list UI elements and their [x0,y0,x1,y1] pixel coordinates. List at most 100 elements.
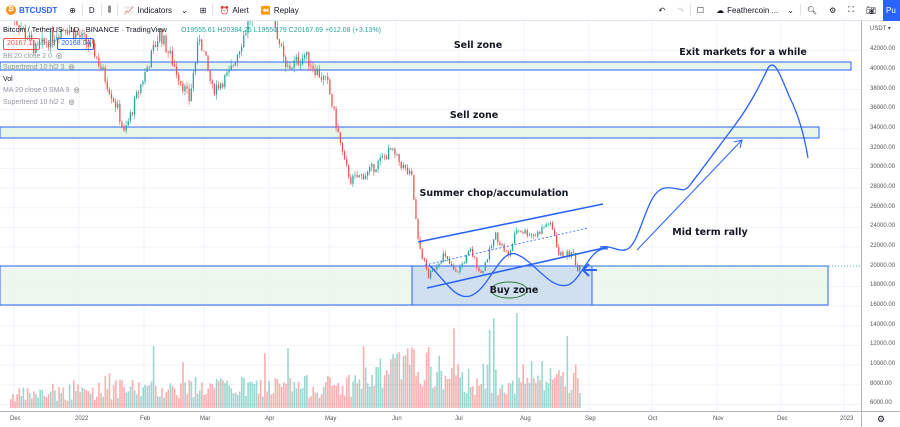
bid-price[interactable]: 20167.11 [3,37,40,50]
volume-bar [350,396,352,408]
volume-bar [264,353,266,408]
chart-type-button[interactable]: ⫼ [102,0,118,20]
fullscreen-button[interactable]: ⛶ [842,0,860,20]
indicator-supertrend-2[interactable]: Supertrend 10 hl2 2 ◎ [3,97,381,109]
sell-zone-label[interactable]: Sell zone [450,110,498,121]
gear-icon: ⚙ [876,414,886,424]
chop-wave-path[interactable] [428,248,609,298]
price-axis[interactable]: USDT ▾ 42000.00 40000.00 38000.00 36000.00 3… [861,21,900,411]
buy-zone-label[interactable]: Buy zone [490,285,539,296]
buy-zone-ellipse[interactable] [490,281,528,299]
mid-term-rally-label[interactable]: Mid term rally [672,227,748,238]
volume-bar [186,394,188,408]
time-axis[interactable]: Dec 2022 Feb Mar Apr May Jun Jul Aug Sep Oct Nov Dec… [0,411,861,427]
eye-hidden-icon[interactable]: ◎ [73,87,80,94]
volume-bar [478,385,480,408]
candle-body [77,32,79,36]
volume-bar [211,384,214,408]
volume-bar [33,391,35,408]
volume-bar [377,367,380,408]
time-tick-label: Oct [648,416,658,422]
channel-mid-line[interactable] [424,227,589,266]
volume-bar [570,389,573,408]
candle-body [486,259,488,263]
zone-drawings[interactable] [0,61,852,306]
eye-hidden-icon[interactable]: ◎ [68,98,75,106]
candle-body [142,81,144,85]
candle-body [274,21,276,28]
sell-zone-label-top[interactable]: Sell zone [454,40,502,51]
price-chart[interactable]: Sell zone Sell zone Exit markets for a w… [0,21,861,411]
volume-bar [293,382,296,408]
templates-button[interactable]: ⊞ [194,0,213,20]
exit-forecast-path[interactable] [599,64,809,251]
interval-button[interactable]: D [83,0,101,20]
eye-hidden-icon[interactable]: ◎ [68,64,75,71]
summer-chop-label[interactable]: Summer chop/accumulation [420,188,569,199]
eye-hidden-icon[interactable]: ◎ [56,52,63,60]
volume-bar [253,384,256,408]
volume-bar [457,364,459,408]
candle-body [43,38,45,43]
candle-body [215,84,218,95]
exit-markets-label[interactable]: Exit markets for a while [679,47,807,58]
candle-body [480,271,482,273]
candle-body [194,62,197,73]
candle-body [106,81,108,90]
candle-body [322,76,325,80]
candle-body [348,165,350,178]
redo-button[interactable]: ↷ [671,0,690,20]
volume-bar [574,364,577,408]
indicator-volume[interactable]: Vol [3,74,381,86]
layout-name-dropdown[interactable]: ☁ Feathercoin ... ⌄ [710,0,800,20]
candle-body [199,39,201,42]
symbol-label: BTCUSDT [19,5,58,15]
candle-body [568,251,570,257]
symbol-search[interactable]: ₿ BTCUSDT [0,0,63,20]
indicator-supertrend[interactable]: Supertrend 10 hl2 3 ◎ [3,62,381,74]
replay-button[interactable]: ⏪ Replay [255,0,305,20]
volume-bar [10,398,12,408]
indicator-bb[interactable]: BB 20 close 2 0 ◎ [3,51,381,63]
volume-bar [173,388,176,408]
settings-button[interactable]: ⚙ [823,0,842,20]
volume-bar [22,387,25,408]
rally-arrow-line[interactable] [636,139,743,251]
candle-body [133,97,136,115]
chevron-down-icon: ⌄ [181,5,188,15]
publish-button[interactable]: Pu [883,0,900,21]
volume-bar [461,372,464,408]
ask-price[interactable]: 20168.04 [57,37,95,50]
trend-drawings[interactable] [417,64,809,299]
left-arrow-icon[interactable] [581,263,597,277]
candle-body [64,29,66,31]
volume-bar [178,397,180,408]
candle-body [497,232,499,243]
search-button[interactable]: 🔍︎ [801,0,823,20]
candle-body [493,239,495,247]
candle-body [369,167,371,172]
candle-body [398,153,400,163]
candle-body [224,75,226,88]
candle-body [465,255,467,263]
candle-body [39,43,41,44]
undo-button[interactable]: ↶ [652,0,671,20]
channel-lower-line[interactable] [426,246,609,289]
sell-zone-rect[interactable] [0,126,820,139]
price-tick-label: 8000.00 [870,380,892,387]
sell-zone-rect-top[interactable] [0,61,852,71]
currency-label[interactable]: USDT ▾ [870,26,891,32]
indicator-ma[interactable]: MA 20 close 0 SMA 9 ◎ [3,85,381,97]
indicators-button[interactable]: 📈 Indicators ⌄ [118,0,193,20]
candle-body [461,263,463,267]
candle-body [304,55,306,58]
volume-bar [318,397,321,408]
axis-settings-button[interactable]: ⚙ [861,411,900,427]
alert-button[interactable]: ⏰ Alert [213,0,254,20]
snapshot-button[interactable]: 📷︎ [860,0,882,20]
compare-button[interactable]: ⊕ [63,0,82,20]
channel-upper-line[interactable] [417,203,604,243]
candle-body [60,29,62,39]
layout-button[interactable]: ☐ [691,0,710,20]
candle-body [285,56,287,67]
